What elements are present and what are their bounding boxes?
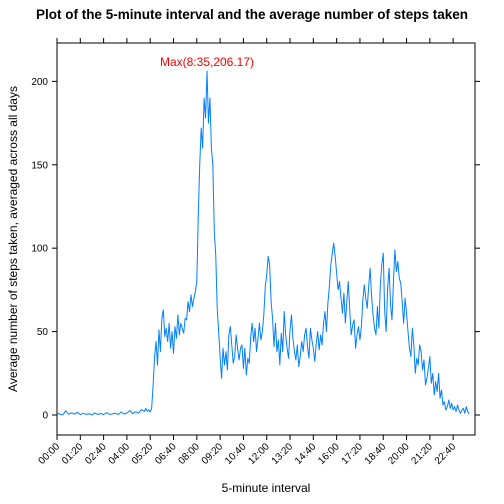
y-tick-label: 100 bbox=[31, 244, 48, 255]
x-tick-label: 08:00 bbox=[176, 441, 202, 467]
series-line-average-steps bbox=[56, 70, 470, 416]
x-tick-label: 13:20 bbox=[270, 441, 296, 467]
x-tick-label: 00:00 bbox=[37, 441, 63, 467]
y-axis-label: Average number of steps taken, averaged … bbox=[6, 86, 20, 392]
y-tick-label: 0 bbox=[42, 410, 48, 421]
x-tick-label: 09:20 bbox=[200, 441, 226, 467]
x-tick-label: 04:00 bbox=[107, 441, 133, 467]
plot-frame bbox=[56, 42, 476, 436]
x-tick-label: 14:40 bbox=[293, 441, 319, 467]
y-tick-label: 50 bbox=[37, 327, 49, 338]
x-tick-label: 12:00 bbox=[246, 441, 272, 467]
x-tick-label: 22:40 bbox=[433, 441, 459, 467]
x-axis-label: 5-minute interval bbox=[222, 481, 311, 495]
x-tick-label: 02:40 bbox=[83, 441, 109, 467]
x-tick-label: 06:40 bbox=[153, 441, 179, 467]
y-tick-label: 150 bbox=[31, 160, 48, 171]
x-tick-label: 21:20 bbox=[409, 441, 435, 467]
x-tick-label: 16:00 bbox=[316, 441, 342, 467]
x-tick-label: 05:20 bbox=[130, 441, 156, 467]
x-tick-label: 10:40 bbox=[223, 441, 249, 467]
y-axis: 0 50 100 150 200 bbox=[31, 77, 480, 421]
max-annotation: Max(8:35,206.17) bbox=[160, 55, 254, 69]
chart-title: Plot of the 5-minute interval and the av… bbox=[36, 7, 468, 22]
y-tick-label: 200 bbox=[31, 77, 48, 88]
x-tick-label: 20:00 bbox=[386, 441, 412, 467]
x-tick-label: 18:40 bbox=[363, 441, 389, 467]
x-tick-label: 01:20 bbox=[60, 441, 86, 467]
x-tick-label: 17:20 bbox=[340, 441, 366, 467]
